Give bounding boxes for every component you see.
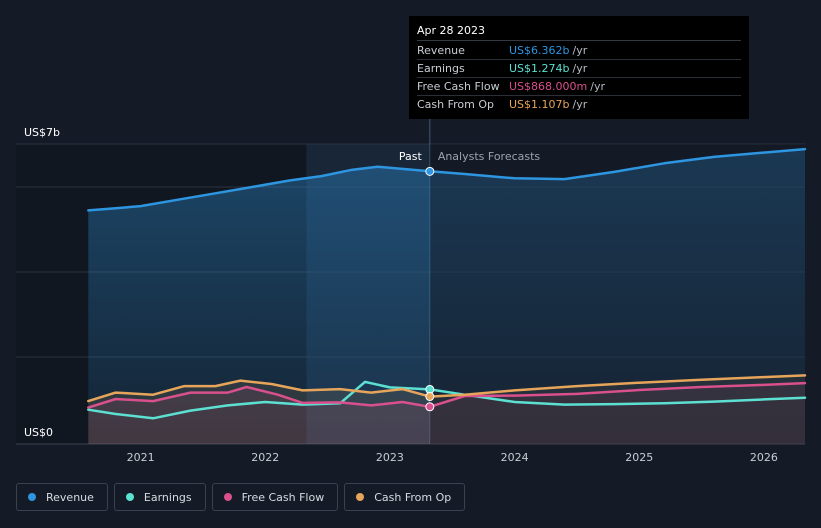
line-cash-from-op <box>87 374 807 403</box>
area-revenue <box>88 149 806 444</box>
marker-free-cash-flow <box>425 402 435 412</box>
tooltip-label: Cash From Op <box>417 98 495 111</box>
y-axis-bottom-label: US$0 <box>24 426 53 439</box>
tooltip-date: Apr 28 2023 <box>417 22 741 41</box>
legend-dot-icon <box>223 493 232 501</box>
y-axis-top-label: US$7b <box>24 126 60 139</box>
marker-revenue <box>425 166 435 176</box>
tooltip-unit: /yr <box>590 80 605 93</box>
tooltip-value: US$868.000m <box>509 80 588 93</box>
legend-label: Earnings <box>143 490 192 504</box>
tooltip-unit: /yr <box>572 98 588 111</box>
tooltip-label: Free Cash Flow <box>417 80 500 93</box>
line-earnings <box>87 380 807 420</box>
chart-legend: Revenue Earnings Free Cash Flow Cash Fro… <box>16 483 466 511</box>
marker-cash-from-op <box>425 392 435 402</box>
x-tick-label: 2023 <box>376 451 404 464</box>
x-tick-label: 2022 <box>251 451 279 464</box>
tooltip-value: US$6.362b <box>509 44 570 57</box>
legend-dot-icon <box>356 493 365 501</box>
line-revenue <box>87 147 807 212</box>
legend-label: Revenue <box>46 490 94 504</box>
tooltip-label: Earnings <box>417 62 465 75</box>
past-label: Past <box>399 150 423 163</box>
x-tick-label: 2025 <box>625 451 653 464</box>
legend-dot-icon <box>28 493 36 501</box>
tooltip-row-revenue: Revenue US$6.362b /yr <box>417 42 741 60</box>
tooltip-row-earnings: Earnings US$1.274b /yr <box>417 60 741 78</box>
forecast-label: Analysts Forecasts <box>438 150 541 163</box>
x-tick-label: 2024 <box>501 451 529 464</box>
tooltip-value: US$1.274b <box>509 62 570 75</box>
legend-item-revenue[interactable]: Revenue <box>16 483 108 511</box>
legend-label: Free Cash Flow <box>241 490 325 504</box>
legend-item-free-cash-flow[interactable]: Free Cash Flow <box>211 483 339 511</box>
line-free-cash-flow <box>87 381 807 409</box>
tooltip-row-free-cash-flow: Free Cash Flow US$868.000m /yr <box>417 78 741 96</box>
legend-item-earnings[interactable]: Earnings <box>113 483 206 511</box>
tooltip-unit: /yr <box>572 62 588 75</box>
hover-tooltip: Apr 28 2023 Revenue US$6.362b /yr Earnin… <box>409 16 749 119</box>
tooltip-value: US$1.107b <box>509 98 570 111</box>
legend-label: Cash From Op <box>374 490 452 504</box>
x-tick-label: 2021 <box>127 451 155 464</box>
legend-dot-icon <box>125 493 134 501</box>
tooltip-row-cash-from-op: Cash From Op US$1.107b /yr <box>417 96 741 113</box>
area-free-cash-flow <box>88 383 806 444</box>
forecast-shade <box>429 144 805 444</box>
tooltip-label: Revenue <box>417 44 465 57</box>
tooltip-unit: /yr <box>572 44 588 57</box>
x-tick-label: 2026 <box>750 451 778 464</box>
legend-item-cash-from-op[interactable]: Cash From Op <box>344 483 466 511</box>
